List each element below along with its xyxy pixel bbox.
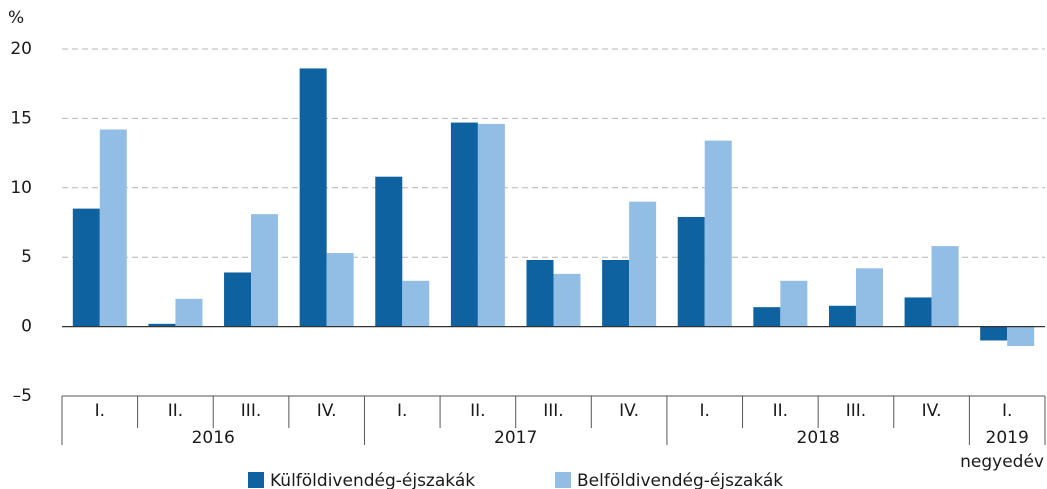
bar xyxy=(175,298,203,327)
y-tick-label: 20 xyxy=(10,39,32,59)
group-label: 2019 xyxy=(986,428,1029,448)
x-tick-label: I. xyxy=(700,401,710,421)
bar xyxy=(326,253,354,327)
bar xyxy=(477,123,505,327)
bar xyxy=(931,246,959,327)
bar xyxy=(402,280,430,327)
bar xyxy=(375,176,403,327)
bar xyxy=(99,129,127,327)
bar xyxy=(904,297,932,327)
x-tick-label: IV. xyxy=(922,401,942,421)
x-tick-label: I. xyxy=(95,401,105,421)
bar xyxy=(553,273,581,327)
x-tick-label: IV. xyxy=(619,401,639,421)
bar xyxy=(828,305,856,327)
y-axis-label: % xyxy=(8,8,24,28)
legend-label: Külföldivendég-éjszakák xyxy=(270,471,475,489)
legend-swatch xyxy=(555,472,571,488)
x-tick-label: IV. xyxy=(317,401,337,421)
x-axis-label: negyedév xyxy=(960,452,1044,472)
x-tick-label: III. xyxy=(846,401,866,421)
legend-label: Belföldivendég-éjszakák xyxy=(577,471,783,489)
bar xyxy=(980,326,1008,341)
bar xyxy=(224,272,252,327)
bar xyxy=(602,259,630,327)
group-label: 2018 xyxy=(797,428,840,448)
x-tick-label: III. xyxy=(241,401,261,421)
bar xyxy=(148,323,176,327)
bar xyxy=(677,216,705,327)
bar xyxy=(450,122,478,327)
y-tick-label: –5 xyxy=(13,386,32,406)
x-tick-label: III. xyxy=(543,401,563,421)
bar xyxy=(629,201,657,327)
x-tick-label: II. xyxy=(773,401,788,421)
bar xyxy=(526,259,554,327)
bar xyxy=(855,268,883,327)
y-tick-label: 15 xyxy=(10,108,32,128)
x-tick-label: II. xyxy=(168,401,183,421)
x-tick-label: I. xyxy=(397,401,407,421)
bar xyxy=(780,280,808,327)
y-tick-label: 0 xyxy=(21,317,32,337)
x-tick-label: I. xyxy=(1002,401,1012,421)
bar xyxy=(72,208,100,327)
bar xyxy=(704,140,732,327)
bar xyxy=(1007,326,1035,347)
bar xyxy=(299,68,327,327)
bar xyxy=(251,214,279,327)
y-tick-label: 5 xyxy=(21,247,32,267)
y-tick-label: 10 xyxy=(10,178,32,198)
group-label: 2016 xyxy=(192,428,235,448)
x-tick-label: II. xyxy=(470,401,485,421)
group-label: 2017 xyxy=(494,428,537,448)
bar xyxy=(753,307,781,327)
legend-swatch xyxy=(248,472,264,488)
